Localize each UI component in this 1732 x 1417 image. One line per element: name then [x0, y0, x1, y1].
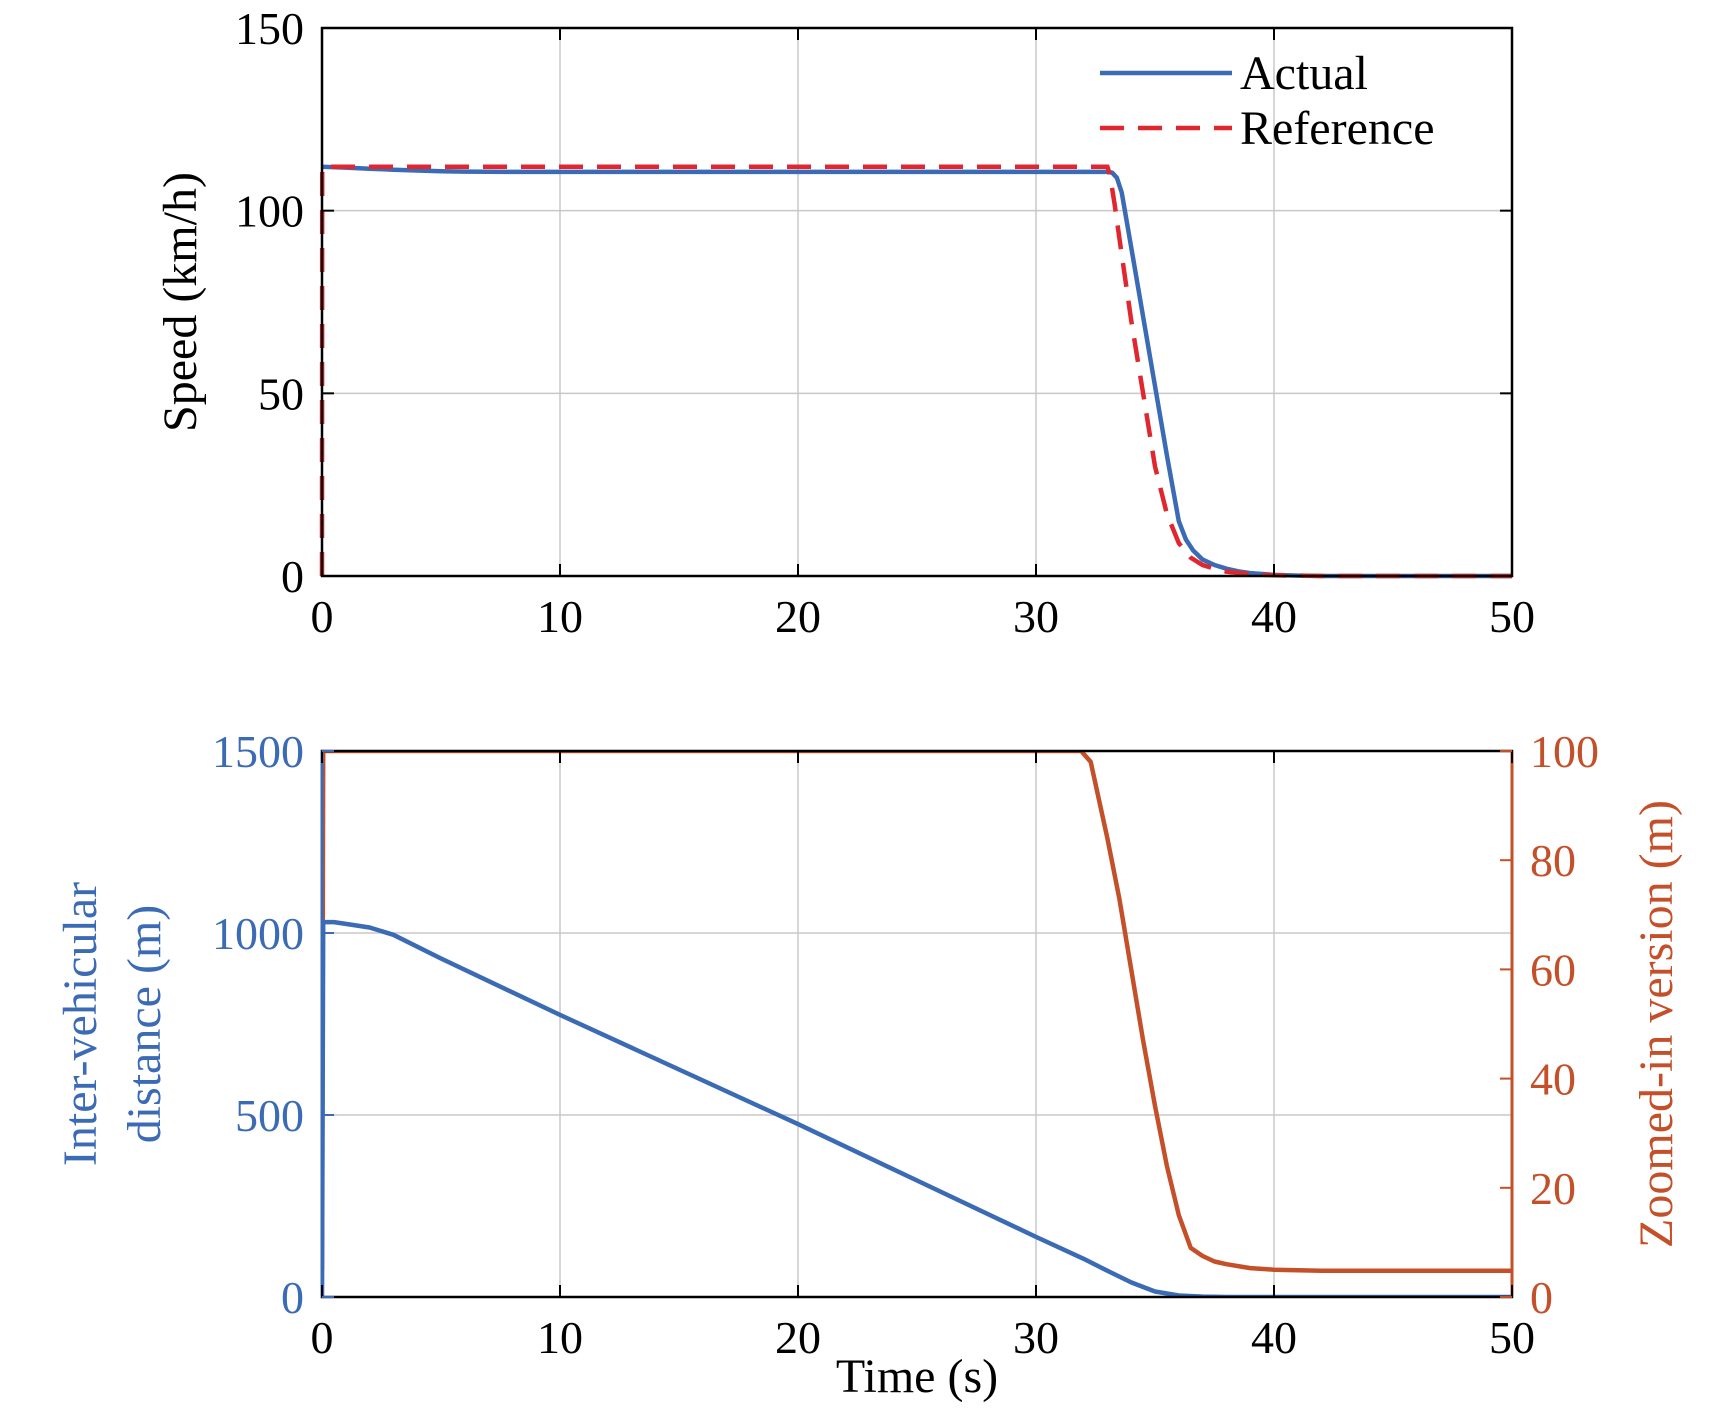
- series-zoomed-distance-line: [322, 751, 1512, 1274]
- zoomed-y-tick-label: 100: [1530, 726, 1599, 777]
- legend-reference-label: Reference: [1240, 102, 1435, 155]
- speed-y-tick-label: 50: [258, 368, 304, 419]
- speed-y-tick-label: 150: [235, 3, 304, 54]
- distance-x-tick-label: 10: [537, 1312, 583, 1363]
- distance-x-tick-label: 50: [1489, 1312, 1535, 1363]
- speed-y-axis-label: Speed (km/h): [154, 172, 207, 432]
- distance-y-tick-label: 1500: [212, 726, 304, 777]
- zoomed-y-tick-label: 80: [1530, 835, 1576, 886]
- speed-y-tick-label: 100: [235, 186, 304, 237]
- distance-plot-frame: [320, 749, 1514, 1299]
- speed-x-tick-label: 20: [775, 591, 821, 642]
- series-reference-line: [319, 164, 1512, 579]
- zoomed-y-axis-label: Zoomed-in version (m): [1630, 800, 1683, 1248]
- distance-series: [322, 751, 1512, 1297]
- speed-x-tick-label: 40: [1251, 591, 1297, 642]
- series-actual-line: [321, 164, 1512, 579]
- distance-y-tick-label: 1000: [212, 908, 304, 959]
- distance-y-tick-label: 0: [281, 1272, 304, 1323]
- zoomed-y-tick-label: 20: [1530, 1163, 1576, 1214]
- speed-legend: Actual Reference: [1100, 47, 1435, 155]
- distance-y-axis-label-line1: Inter-vehicular: [54, 882, 107, 1166]
- zoomed-y-tick-label: 0: [1530, 1272, 1553, 1323]
- distance-y-tick-label: 500: [235, 1090, 304, 1141]
- distance-x-tick-label: 40: [1251, 1312, 1297, 1363]
- speed-x-tick-label: 30: [1013, 591, 1059, 642]
- speed-plot-frame: [320, 26, 1514, 578]
- distance-y-axis-label-line2: distance (m): [118, 905, 171, 1144]
- distance-grid: [321, 750, 1513, 1298]
- zoomed-y-tick-label: 40: [1530, 1054, 1576, 1105]
- speed-ticks: 0 10 20 30 40 50 0 50 100 150: [235, 3, 1535, 642]
- speed-series: [319, 164, 1512, 579]
- speed-chart: 0 10 20 30 40 50 0 50 100 150 Speed (km/h) Actual…: [154, 3, 1535, 642]
- distance-x-tick-label: 0: [311, 1312, 334, 1363]
- speed-x-tick-label: 0: [311, 591, 334, 642]
- speed-x-tick-label: 50: [1489, 591, 1535, 642]
- speed-y-tick-label: 0: [281, 551, 304, 602]
- time-x-axis-label: Time (s): [836, 1350, 998, 1403]
- zoomed-y-tick-label: 60: [1530, 944, 1576, 995]
- series-distance-line: [322, 919, 1512, 1297]
- speed-x-tick-label: 10: [537, 591, 583, 642]
- distance-x-tick-label: 30: [1013, 1312, 1059, 1363]
- legend-actual-label: Actual: [1240, 47, 1368, 100]
- distance-x-tick-label: 20: [775, 1312, 821, 1363]
